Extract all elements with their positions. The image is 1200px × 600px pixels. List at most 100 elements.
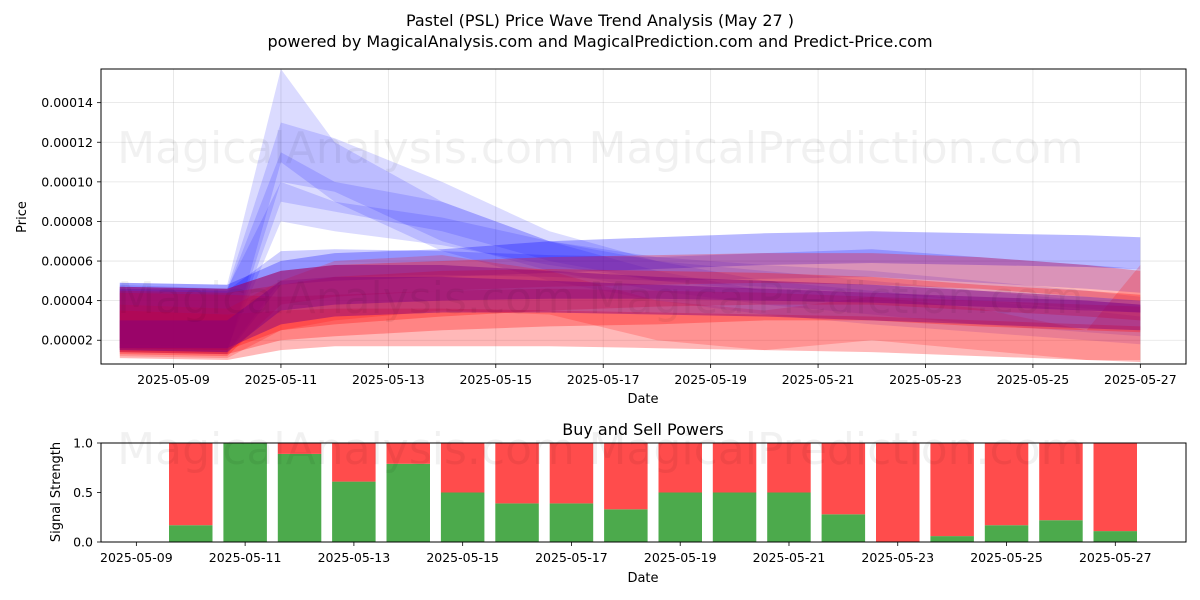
buy-bar <box>604 509 648 542</box>
buy-bar <box>821 514 866 542</box>
buy-sell-y-tick-label: 0.0 <box>73 535 93 550</box>
price-y-tick-label: 0.00014 <box>41 95 93 110</box>
price-chart: 2025-05-09 2025-05-11 2025-05-13 2025-05-15… <box>15 68 1187 407</box>
figure-subtitle: powered by MagicalAnalysis.com and Magic… <box>267 32 932 51</box>
sell-bar <box>767 443 811 493</box>
buy-sell-x-tick-label: 2025-05-19 <box>644 550 717 565</box>
sell-bar <box>930 443 974 537</box>
buy-sell-x-tick-label: 2025-05-15 <box>426 550 499 565</box>
price-axes-frame <box>100 68 1187 365</box>
sell-bar <box>821 443 866 515</box>
buy-sell-x-axis-label: Date <box>627 571 658 586</box>
price-wave-bands <box>119 69 1141 362</box>
sell-bar <box>984 443 1029 526</box>
buy-sell-y-axis-label: Signal Strength <box>49 442 64 542</box>
price-y-axis-label: Price <box>15 201 30 233</box>
sell-bar <box>1039 443 1083 521</box>
buy-bar <box>495 503 539 542</box>
figure-title: Pastel (PSL) Price Wave Trend Analysis (… <box>406 11 794 30</box>
price-x-tick-label: 2025-05-11 <box>245 372 318 387</box>
buy-sell-x-tick-label: 2025-05-23 <box>861 550 934 565</box>
price-x-ticks: 2025-05-09 2025-05-11 2025-05-13 2025-05-15… <box>137 364 1177 387</box>
buy-sell-x-tick-label: 2025-05-09 <box>100 550 173 565</box>
price-x-tick-label: 2025-05-15 <box>459 372 532 387</box>
price-wave-band-7 <box>119 269 1141 351</box>
price-x-tick-label: 2025-05-27 <box>1104 372 1177 387</box>
buy-sell-y-ticks: 0.0 0.5 1.0 <box>73 436 101 550</box>
price-wave-band-4 <box>119 231 1141 355</box>
buy-sell-x-tick-label: 2025-05-27 <box>1079 550 1152 565</box>
watermark-prediction-top: MagicalPrediction.com <box>589 123 1084 174</box>
price-y-tick-label: 0.00010 <box>41 174 93 189</box>
buy-sell-x-ticks: 2025-05-09 2025-05-11 2025-05-13 2025-05-15… <box>100 542 1152 565</box>
price-wave-band-5 <box>119 249 1141 353</box>
price-grid <box>101 69 1186 364</box>
price-x-tick-label: 2025-05-13 <box>352 372 425 387</box>
buy-sell-x-tick-label: 2025-05-13 <box>318 550 391 565</box>
price-x-tick-label: 2025-05-09 <box>137 372 210 387</box>
sell-bar <box>440 443 485 493</box>
price-wave-band-3 <box>119 181 1141 349</box>
price-y-tick-label: 0.00008 <box>41 214 93 229</box>
price-x-tick-label: 2025-05-23 <box>889 372 962 387</box>
buy-bar <box>277 453 322 542</box>
buy-bar <box>386 463 430 542</box>
sell-bar <box>1093 443 1137 532</box>
price-wave-band-10 <box>119 255 1141 360</box>
buy-sell-x-tick-label: 2025-05-17 <box>535 550 608 565</box>
sell-bar <box>658 443 702 493</box>
price-wave-band-1 <box>119 122 1141 353</box>
buy-sell-x-tick-label: 2025-05-25 <box>970 550 1043 565</box>
buy-sell-y-tick-label: 0.5 <box>73 485 93 500</box>
sell-bar <box>712 443 757 493</box>
buy-sell-x-tick-label: 2025-05-21 <box>753 550 826 565</box>
buy-bar <box>549 503 594 542</box>
buy-bar <box>930 536 974 542</box>
price-x-tick-label: 2025-05-21 <box>782 372 855 387</box>
price-y-ticks: 0.00002 0.00004 0.00006 0.00008 0.00010 0.000… <box>41 95 101 348</box>
sell-bar <box>549 443 594 504</box>
price-wave-band-12 <box>119 276 1141 349</box>
price-x-tick-label: 2025-05-19 <box>674 372 747 387</box>
buy-bar <box>658 492 702 542</box>
buy-bar <box>223 443 267 542</box>
sell-bar <box>169 443 213 526</box>
price-wave-band-11 <box>119 265 1141 353</box>
buy-bar <box>169 525 213 542</box>
buy-bar <box>1093 531 1137 542</box>
buy-sell-x-tick-label: 2025-05-11 <box>209 550 282 565</box>
price-wave-band-8 <box>119 288 1141 355</box>
price-wave-band-0 <box>119 69 1141 355</box>
buy-sell-title: Buy and Sell Powers <box>562 420 724 439</box>
buy-sell-y-tick-label: 1.0 <box>73 436 93 451</box>
buy-sell-bars <box>169 443 1137 542</box>
watermark-prediction-mid: MagicalPrediction.com <box>589 273 1084 324</box>
buy-bar <box>767 492 811 542</box>
price-x-axis-label: Date <box>627 392 658 407</box>
price-y-tick-label: 0.00002 <box>41 333 93 348</box>
price-wave-band-9 <box>119 308 1141 362</box>
sell-bar <box>332 443 376 482</box>
buy-bar <box>712 492 757 542</box>
price-wave-band-6 <box>119 253 1141 357</box>
sell-bar <box>604 443 648 510</box>
watermark-analysis-top: MagicalAnalysis.com <box>117 123 575 174</box>
sell-bar <box>277 443 322 454</box>
price-y-tick-label: 0.00006 <box>41 254 93 269</box>
sell-bar <box>386 443 430 464</box>
watermark-analysis-bottom: MagicalAnalysis.com <box>117 424 575 475</box>
price-x-tick-label: 2025-05-25 <box>997 372 1070 387</box>
sell-bar <box>876 443 920 542</box>
buy-bar <box>984 525 1029 542</box>
watermark-prediction-bottom: MagicalPrediction.com <box>589 424 1084 475</box>
buy-sell-chart: Buy and Sell Powers 2025-05-09 2025-05-11… <box>49 420 1187 586</box>
buy-bar <box>332 481 376 542</box>
price-y-tick-label: 0.00004 <box>41 293 93 308</box>
price-wave-band-2 <box>119 152 1141 351</box>
sell-bar <box>495 443 539 504</box>
buy-bar <box>1039 520 1083 542</box>
watermark-analysis-mid: MagicalAnalysis.com <box>117 273 575 324</box>
buy-bar <box>440 492 485 542</box>
price-x-tick-label: 2025-05-17 <box>567 372 640 387</box>
